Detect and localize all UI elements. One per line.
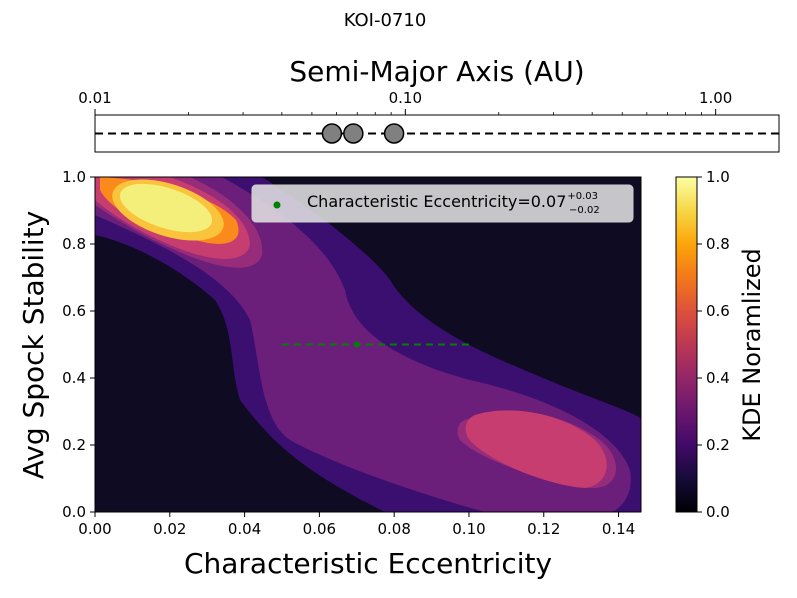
colorbar-tick-label: 0.4 [706, 369, 730, 387]
colorbar [675, 176, 698, 513]
main-y-tick-label: 1.0 [62, 168, 86, 186]
legend-label-sub: −0.02 [569, 205, 600, 216]
colorbar-ticks: 0.0 0.2 0.4 0.6 0.8 1.0 [697, 168, 730, 521]
top-axis-ticks: 0.01 0.10 1.00 [78, 89, 732, 115]
main-x-ticks: 0.00 0.02 0.04 0.06 0.08 0.10 0.12 0.14 [78, 512, 635, 538]
top-tick-label: 1.00 [699, 89, 732, 107]
colorbar-tick-label: 0.2 [706, 436, 730, 454]
top-tick-label: 0.10 [389, 89, 422, 107]
main-y-tick-label: 0.6 [62, 302, 86, 320]
main-x-tick-label: 0.08 [377, 520, 410, 538]
main-y-tick-label: 0.2 [62, 436, 86, 454]
main-x-tick-label: 0.10 [452, 520, 485, 538]
estimate-marks [281, 341, 469, 348]
main-x-tick-label: 0.06 [303, 520, 336, 538]
planet-point [321, 123, 343, 144]
legend-marker [273, 201, 281, 209]
legend-label: Characteristic Eccentricity=0.07+0.03 −0.… [307, 191, 600, 216]
estimate-point [353, 341, 360, 348]
colorbar-tick-label: 0.0 [706, 503, 730, 521]
main-y-tick-label: 0.8 [62, 235, 86, 253]
planet-point [343, 123, 364, 144]
legend: Characteristic Eccentricity=0.07+0.03 −0.… [251, 184, 634, 223]
main-y-ticks: 0.0 0.2 0.4 0.6 0.8 1.0 [62, 168, 95, 521]
colorbar-tick-label: 1.0 [706, 168, 730, 186]
planet-point [383, 123, 405, 144]
main-x-tick-label: 0.12 [527, 520, 560, 538]
legend-box [251, 184, 634, 223]
main-x-tick-label: 0.02 [153, 520, 186, 538]
top-panel-marks [95, 123, 779, 144]
top-panel-frame [94, 114, 780, 153]
main-x-tick-label: 0.04 [228, 520, 261, 538]
kde-level-4b [465, 410, 607, 488]
legend-label-main: Characteristic Eccentricity=0.07 [307, 192, 566, 211]
main-panel-frame [94, 176, 642, 513]
kde-contour-plot [95, 177, 641, 512]
main-y-axis-title: Avg Spock Stability [17, 211, 50, 480]
figure-title: KOI-0710 [344, 10, 427, 31]
colorbar-tick-label: 0.8 [706, 235, 730, 253]
main-y-tick-label: 0.0 [62, 503, 86, 521]
main-x-tick-label: 0.00 [78, 520, 111, 538]
main-x-axis-title: Characteristic Eccentricity [184, 547, 552, 580]
legend-label-sup: +0.03 [567, 191, 598, 202]
main-x-tick-label: 0.14 [602, 520, 635, 538]
top-axis-title: Semi-Major Axis (AU) [289, 55, 584, 88]
colorbar-label: KDE Noramlized [738, 248, 766, 442]
top-tick-label: 0.01 [78, 89, 111, 107]
kde-level-7 [119, 183, 213, 233]
colorbar-tick-label: 0.6 [706, 302, 730, 320]
main-y-tick-label: 0.4 [62, 369, 86, 387]
